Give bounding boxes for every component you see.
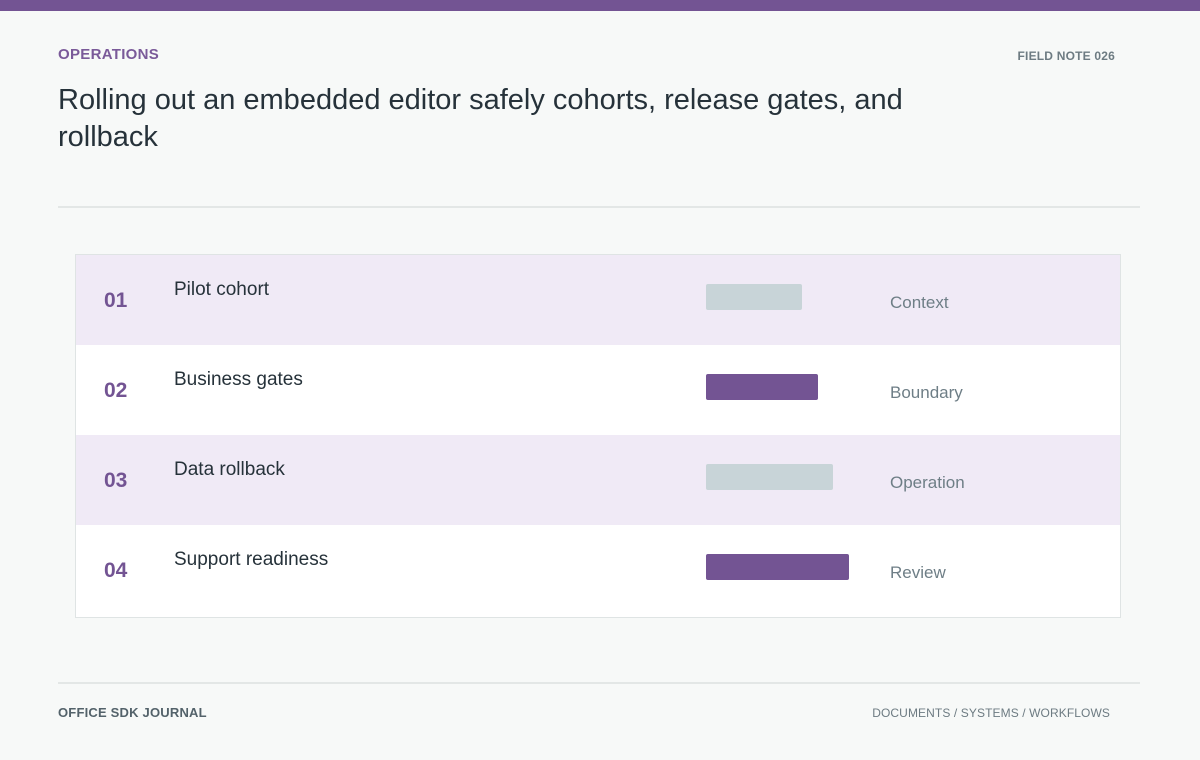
row-progress-bar	[706, 464, 833, 490]
footer-categories: DOCUMENTS / SYSTEMS / WORKFLOWS	[872, 706, 1110, 720]
table-row: 02 Business gates Boundary	[76, 345, 1120, 435]
row-label: Support readiness	[174, 549, 329, 570]
row-progress-bar	[706, 554, 849, 580]
row-tag: Operation	[890, 473, 965, 492]
rollout-table: 01 Pilot cohort Context 02 Business gate…	[75, 254, 1121, 618]
section-label: OPERATIONS	[58, 46, 160, 63]
row-number: 03	[104, 469, 128, 492]
field-note-label: FIELD NOTE 026	[1017, 49, 1115, 63]
footer-divider	[58, 682, 1140, 684]
row-label: Pilot cohort	[174, 279, 270, 300]
row-number: 04	[104, 559, 128, 582]
table-row: 01 Pilot cohort Context	[76, 255, 1120, 345]
table-row: 03 Data rollback Operation	[76, 435, 1120, 525]
row-tag: Review	[890, 563, 946, 582]
row-tag: Context	[890, 293, 949, 312]
top-accent-bar	[0, 0, 1200, 11]
row-progress-bar	[706, 284, 802, 310]
footer-publication: OFFICE SDK JOURNAL	[58, 705, 207, 720]
table-row: 04 Support readiness Review	[76, 525, 1120, 617]
row-number: 02	[104, 379, 128, 402]
header-divider	[58, 206, 1140, 208]
row-tag: Boundary	[890, 383, 963, 402]
row-label: Data rollback	[174, 459, 285, 480]
row-number: 01	[104, 289, 128, 312]
row-label: Business gates	[174, 369, 303, 390]
page-title: Rolling out an embedded editor safely co…	[58, 84, 903, 153]
row-progress-bar	[706, 374, 818, 400]
